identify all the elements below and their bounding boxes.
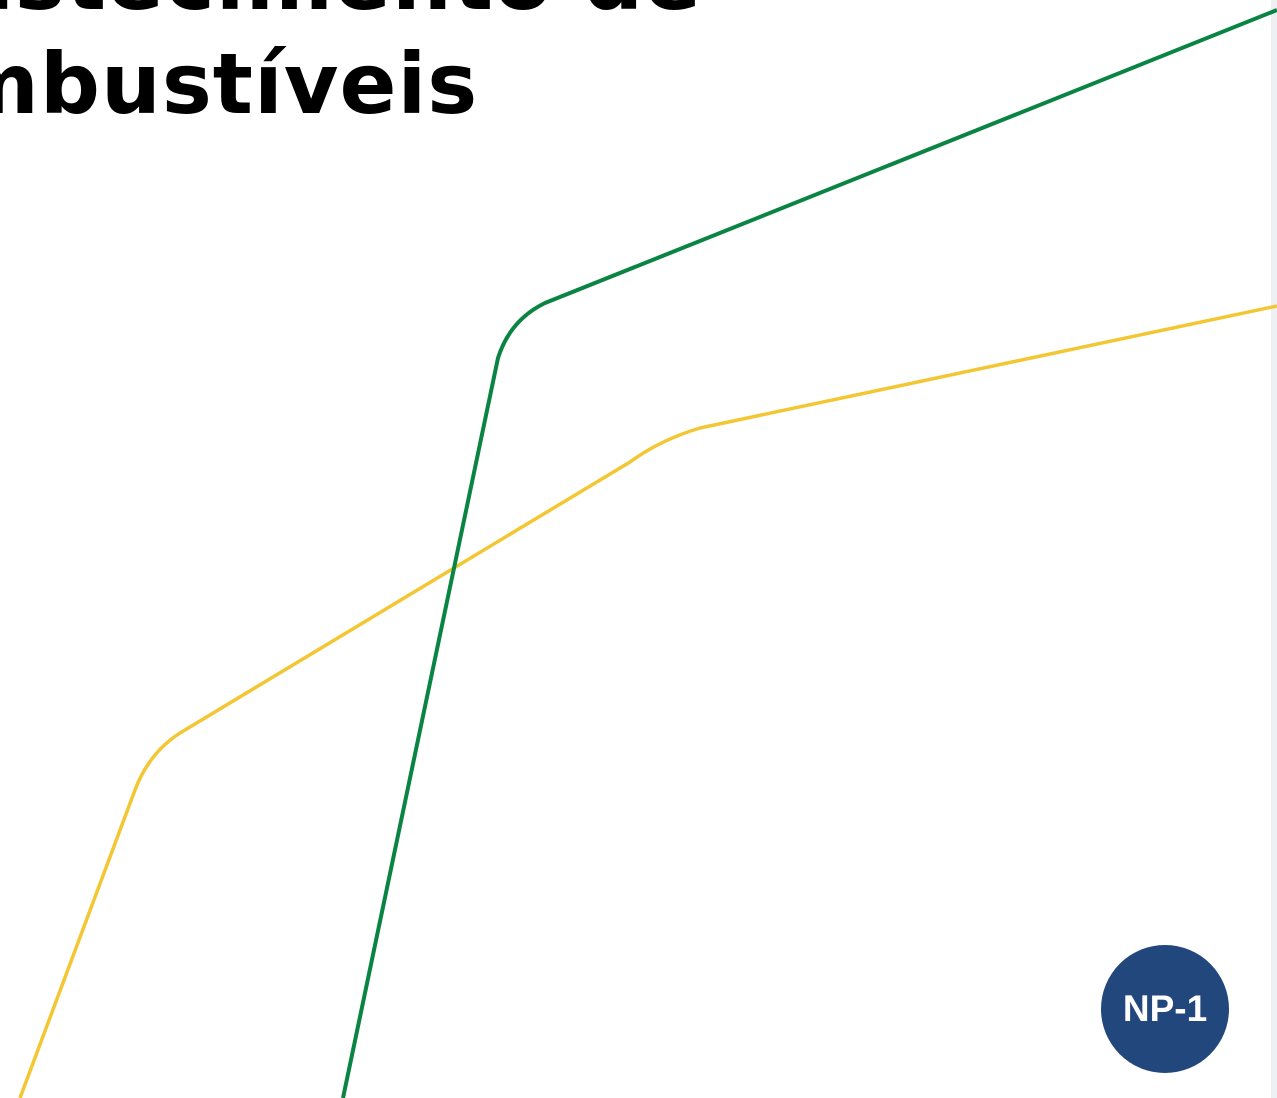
title-line-2: Combustíveis (0, 35, 479, 133)
green-line (341, 8, 1277, 1098)
title-line-1: Abastecimento de (0, 0, 702, 32)
yellow-line (18, 304, 1277, 1098)
page-edge-strip (1271, 0, 1277, 1098)
badge-label: NP-1 (1122, 988, 1208, 1029)
document-title: Abastecimento de Combustíveis (0, 0, 702, 136)
np1-badge: NP-1 (1101, 945, 1229, 1073)
